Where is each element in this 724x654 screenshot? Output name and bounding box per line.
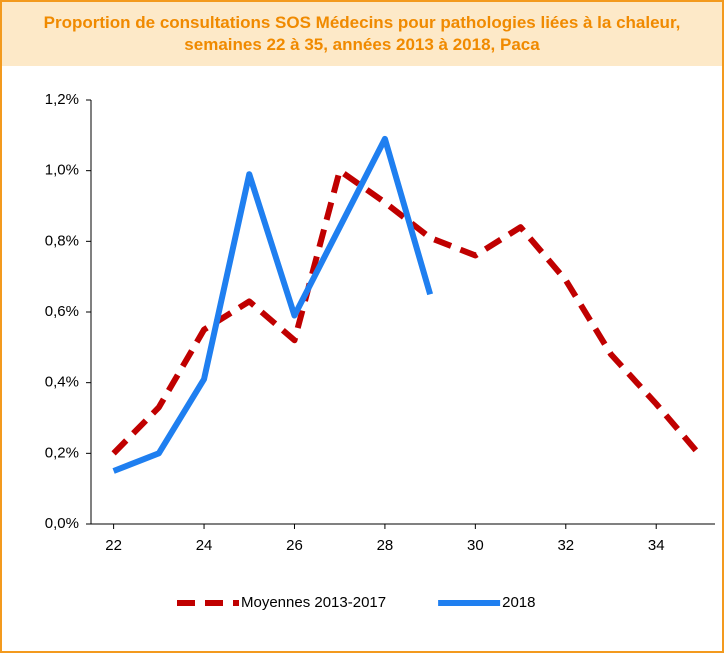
chart: 0,0% 0,2% 0,4% 0,6% 0,8% 1,0% 1,2% 22 24 26 28 30 32… <box>45 91 715 611</box>
series-line <box>111 167 704 459</box>
legend-label: 2018 <box>502 594 535 611</box>
x-tick-label: 34 <box>648 537 665 554</box>
chart-title: Proportion de consultations SOS Médecins… <box>2 2 722 66</box>
y-tick-label: 0,8% <box>45 232 79 249</box>
x-tick-label: 26 <box>286 537 303 554</box>
y-tick-label: 0,2% <box>45 444 79 461</box>
legend-label: Moyennes 2013-2017 <box>241 594 386 611</box>
x-tick-label: 28 <box>377 537 394 554</box>
y-tick-label: 0,4% <box>45 374 79 391</box>
x-tick-label: 32 <box>557 537 574 554</box>
series-line <box>112 135 434 474</box>
y-tick-label: 1,0% <box>45 162 79 179</box>
x-tick-label: 24 <box>196 537 213 554</box>
y-tick-label: 0,0% <box>45 515 79 532</box>
x-tick-label: 30 <box>467 537 484 554</box>
x-tick-label: 22 <box>105 537 122 554</box>
y-tick-label: 0,6% <box>45 303 79 320</box>
y-tick-label: 1,2% <box>45 91 79 108</box>
